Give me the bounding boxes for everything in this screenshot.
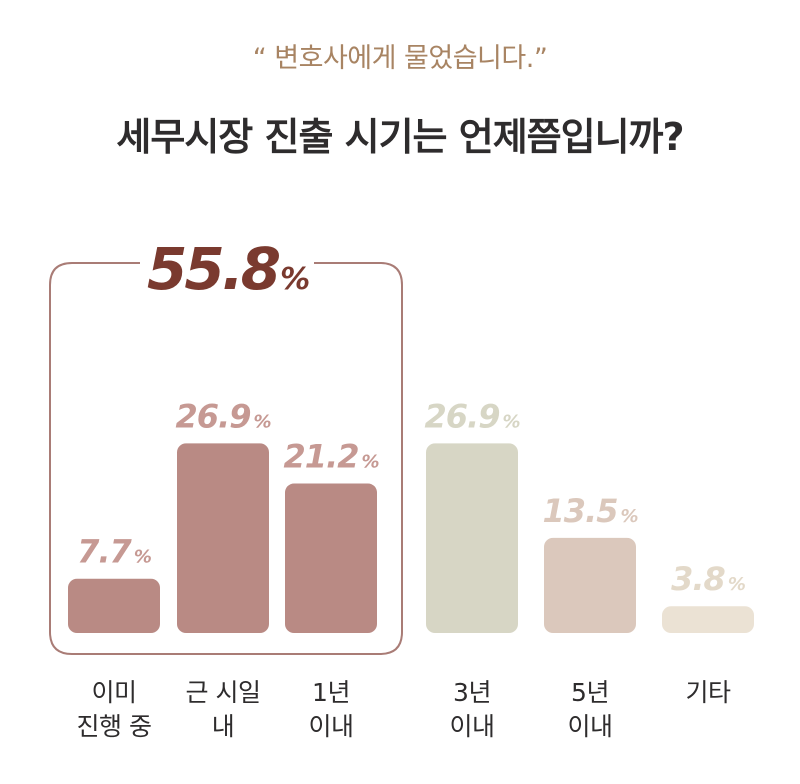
group-total-value: 55.8 (147, 235, 280, 303)
bar (662, 606, 754, 633)
group-total-unit: % (280, 262, 309, 297)
bar-value-label: 26.9% (425, 397, 521, 435)
bar (426, 443, 518, 633)
bar-value-label: 13.5% (543, 492, 639, 530)
bar (177, 443, 269, 633)
x-tick-label: 1년 이내 (308, 678, 354, 741)
bar-value-label: 7.7% (77, 533, 152, 571)
bar (68, 578, 160, 633)
x-tick-label: 기타 (685, 678, 731, 707)
bar-value-label: 21.2% (284, 438, 380, 476)
bar (285, 483, 377, 633)
bar-value-label: 3.8% (671, 560, 746, 598)
group-total-label: 55.8% (147, 235, 309, 303)
x-tick-label: 근 시일 내 (185, 678, 261, 741)
x-tick-label: 3년 이내 (449, 678, 495, 741)
x-tick-label: 이미 진행 중 (76, 678, 152, 741)
chart-subtitle: “ 변호사에게 물었습니다.” (252, 43, 548, 74)
highlight-group-border (49, 262, 403, 655)
x-tick-label: 5년 이내 (567, 678, 613, 741)
chart-title: 세무시장 진출 시기는 언제쯤입니까? (116, 115, 684, 159)
bar (544, 537, 636, 633)
bar-value-label: 26.9% (176, 397, 272, 435)
